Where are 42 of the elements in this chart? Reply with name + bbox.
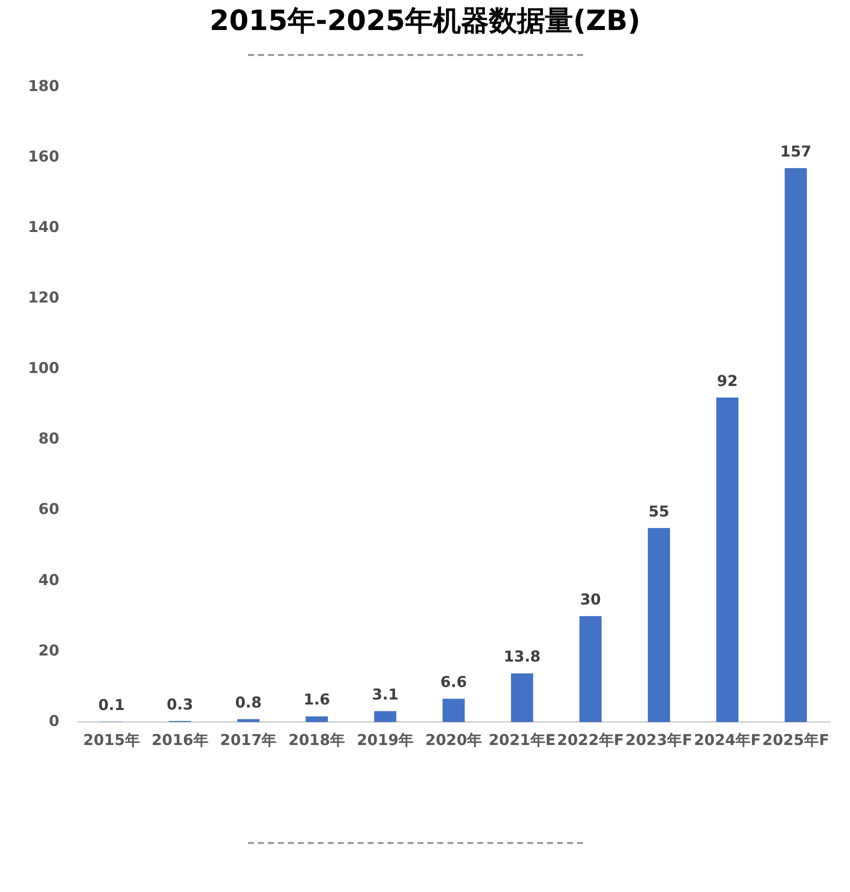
data-label: 55 [648, 502, 670, 520]
y-tick-label: 140 [28, 218, 60, 236]
bar [579, 616, 602, 722]
y-tick-label: 80 [38, 430, 60, 448]
bar [374, 711, 396, 722]
bar [784, 168, 807, 722]
bar [510, 673, 534, 722]
data-label: 157 [780, 142, 812, 161]
x-tick-label: 2023年F [625, 730, 692, 749]
x-tick-label: 2025年F [762, 730, 830, 749]
y-tick-label: 120 [28, 288, 60, 307]
y-tick-label: 180 [28, 76, 60, 95]
x-tick-label: 2016年 [152, 730, 208, 749]
x-tick-label: 2022年F [557, 730, 624, 749]
x-tick-label: 2021年E [488, 730, 556, 749]
y-tick-label: 160 [28, 147, 60, 166]
bar [442, 698, 465, 722]
x-tick-label: 2017年 [220, 730, 277, 749]
x-tick-label: 2020年 [425, 730, 482, 749]
data-label: 3.1 [372, 685, 399, 704]
x-tick-label: 2024年F [694, 730, 761, 749]
bar [237, 719, 260, 722]
x-tick-label: 2019年 [356, 730, 414, 749]
data-label: 6.6 [440, 673, 467, 692]
y-tick-label: 100 [28, 359, 60, 378]
y-tick-label: 20 [38, 641, 60, 660]
y-tick-label: 40 [38, 570, 60, 589]
data-label: 1.6 [304, 690, 330, 709]
data-label: 0.1 [98, 696, 125, 714]
data-label: 0.3 [166, 695, 194, 714]
y-tick-label: 60 [38, 500, 60, 518]
data-label: 13.8 [504, 648, 541, 666]
y-tick-label: 0 [48, 712, 60, 730]
x-tick-label: 2015年 [83, 730, 140, 749]
bar [716, 397, 738, 722]
bar [648, 528, 670, 722]
x-tick-label: 2018年 [288, 730, 346, 749]
data-label: 92 [716, 372, 738, 390]
data-label: 30 [580, 590, 601, 609]
data-label: 0.8 [235, 694, 262, 712]
chart-title: 2015年-2025年机器数据量(ZB) [208, 3, 642, 39]
bar [306, 716, 328, 722]
